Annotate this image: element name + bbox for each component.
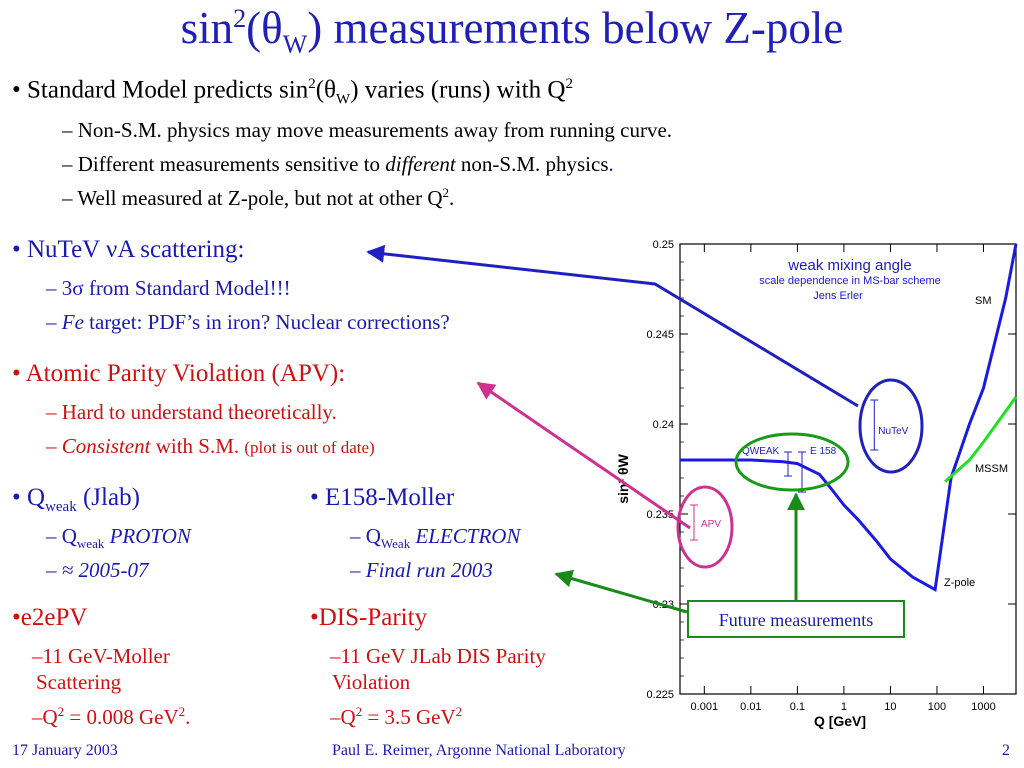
dis-heading: •DIS-Parity [310, 604, 428, 631]
nutev-highlight-ellipse [858, 378, 924, 474]
chart-series [680, 243, 1018, 592]
chart-ticks: 0.250.2450.240.2350.230.2250.0010.010.11… [615, 239, 1016, 729]
nutev-sub-1: – 3σ from Standard Model!!! [46, 276, 291, 300]
x-tick-label: 100 [928, 701, 946, 713]
apv-sub-2: – Consistent with S.M. (plot is out of d… [46, 434, 375, 458]
e2epv-sub-1a: –11 GeV-Moller [32, 644, 170, 668]
qweak-sub-2: – ≈ 2005-07 [46, 558, 149, 582]
chart-author: Jens Erler [813, 290, 863, 302]
nutev-heading: • NuTeV νA scattering: [12, 236, 245, 263]
dis-sub-1a: –11 GeV JLab DIS Parity [330, 644, 546, 668]
dis-sub-1b: Violation [332, 670, 411, 694]
slide-title: sin2(θW) measurements below Z-pole [180, 3, 844, 59]
future-measurements-box: Future measurements [687, 600, 905, 638]
x-tick-label: 1000 [971, 701, 995, 713]
y-axis-label: sin² θW [615, 453, 631, 503]
footer-page: 2 [1002, 742, 1010, 759]
x-tick-label: 1 [841, 701, 847, 713]
nutev-callout-arrow [366, 244, 859, 408]
x-tick-label: 0.1 [790, 701, 805, 713]
e158-heading: • E158-Moller [310, 484, 455, 511]
chart-frame [679, 243, 1017, 695]
y-tick-label: 0.24 [653, 419, 674, 431]
intro-sub-3: – Well measured at Z-pole, but not at ot… [62, 185, 455, 210]
e158-sub-1: – QWeak ELECTRON [350, 524, 521, 552]
series-line-mssm [944, 396, 1018, 483]
intro-sub-2: – Different measurements sensitive to di… [62, 152, 614, 176]
mssm-label: MSSM [975, 463, 1008, 475]
series-line-sm [680, 243, 1018, 592]
dis-sub-2: –Q2 = 3.5 GeV2 [330, 704, 463, 729]
qweak-label: QWEAK [742, 446, 780, 457]
chart-title: weak mixing angle [787, 257, 911, 274]
nutev-sub-2: – Fe target: PDF’s in iron? Nuclear corr… [46, 310, 450, 334]
chart-markers: NuTeV QWEAK E 158 APV [690, 399, 909, 541]
e158-sub-2: – Final run 2003 [350, 558, 493, 582]
future-highlight-ellipse [734, 432, 850, 492]
footer-author: Paul E. Reimer, Argonne National Laborat… [332, 742, 626, 759]
x-axis-label: Q [GeV] [814, 713, 866, 729]
nutev-label: NuTeV [878, 426, 908, 437]
e2epv-heading: •e2ePV [12, 604, 88, 631]
intro-sub-1: – Non-S.M. physics may move measurements… [62, 118, 673, 142]
apv-sub-1: – Hard to understand theoretically. [46, 400, 337, 424]
plot-frame [679, 243, 1017, 695]
apv-label: APV [701, 519, 721, 530]
qweak-heading: • Qweak (Jlab) [12, 484, 140, 515]
x-tick-label: 0.01 [740, 701, 761, 713]
sm-label: SM [975, 295, 992, 307]
apv-callout-arrow [476, 381, 691, 530]
x-tick-label: 10 [884, 701, 896, 713]
z-pole-label: Z-pole [944, 577, 975, 589]
future-arrow-left [554, 569, 688, 614]
y-tick-label: 0.25 [653, 239, 674, 251]
apv-highlight-ellipse [676, 485, 734, 569]
footer-date: 17 January 2003 [12, 742, 118, 759]
e2epv-sub-1b: Scattering [36, 670, 122, 694]
chart-subtitle: scale dependence in MS-bar scheme [759, 275, 941, 287]
e2epv-sub-2: –Q2 = 0.008 GeV2. [32, 704, 191, 729]
apv-heading: • Atomic Parity Violation (APV): [12, 360, 346, 387]
x-tick-label: 0.001 [691, 701, 719, 713]
callout-arrows [366, 244, 859, 614]
e158-label: E 158 [810, 446, 837, 457]
y-tick-label: 0.225 [646, 689, 674, 701]
qweak-sub-1: – Qweak PROTON [46, 524, 191, 552]
y-tick-label: 0.245 [646, 329, 674, 341]
intro-bullet: • Standard Model predicts sin2(θW) varie… [12, 76, 573, 108]
